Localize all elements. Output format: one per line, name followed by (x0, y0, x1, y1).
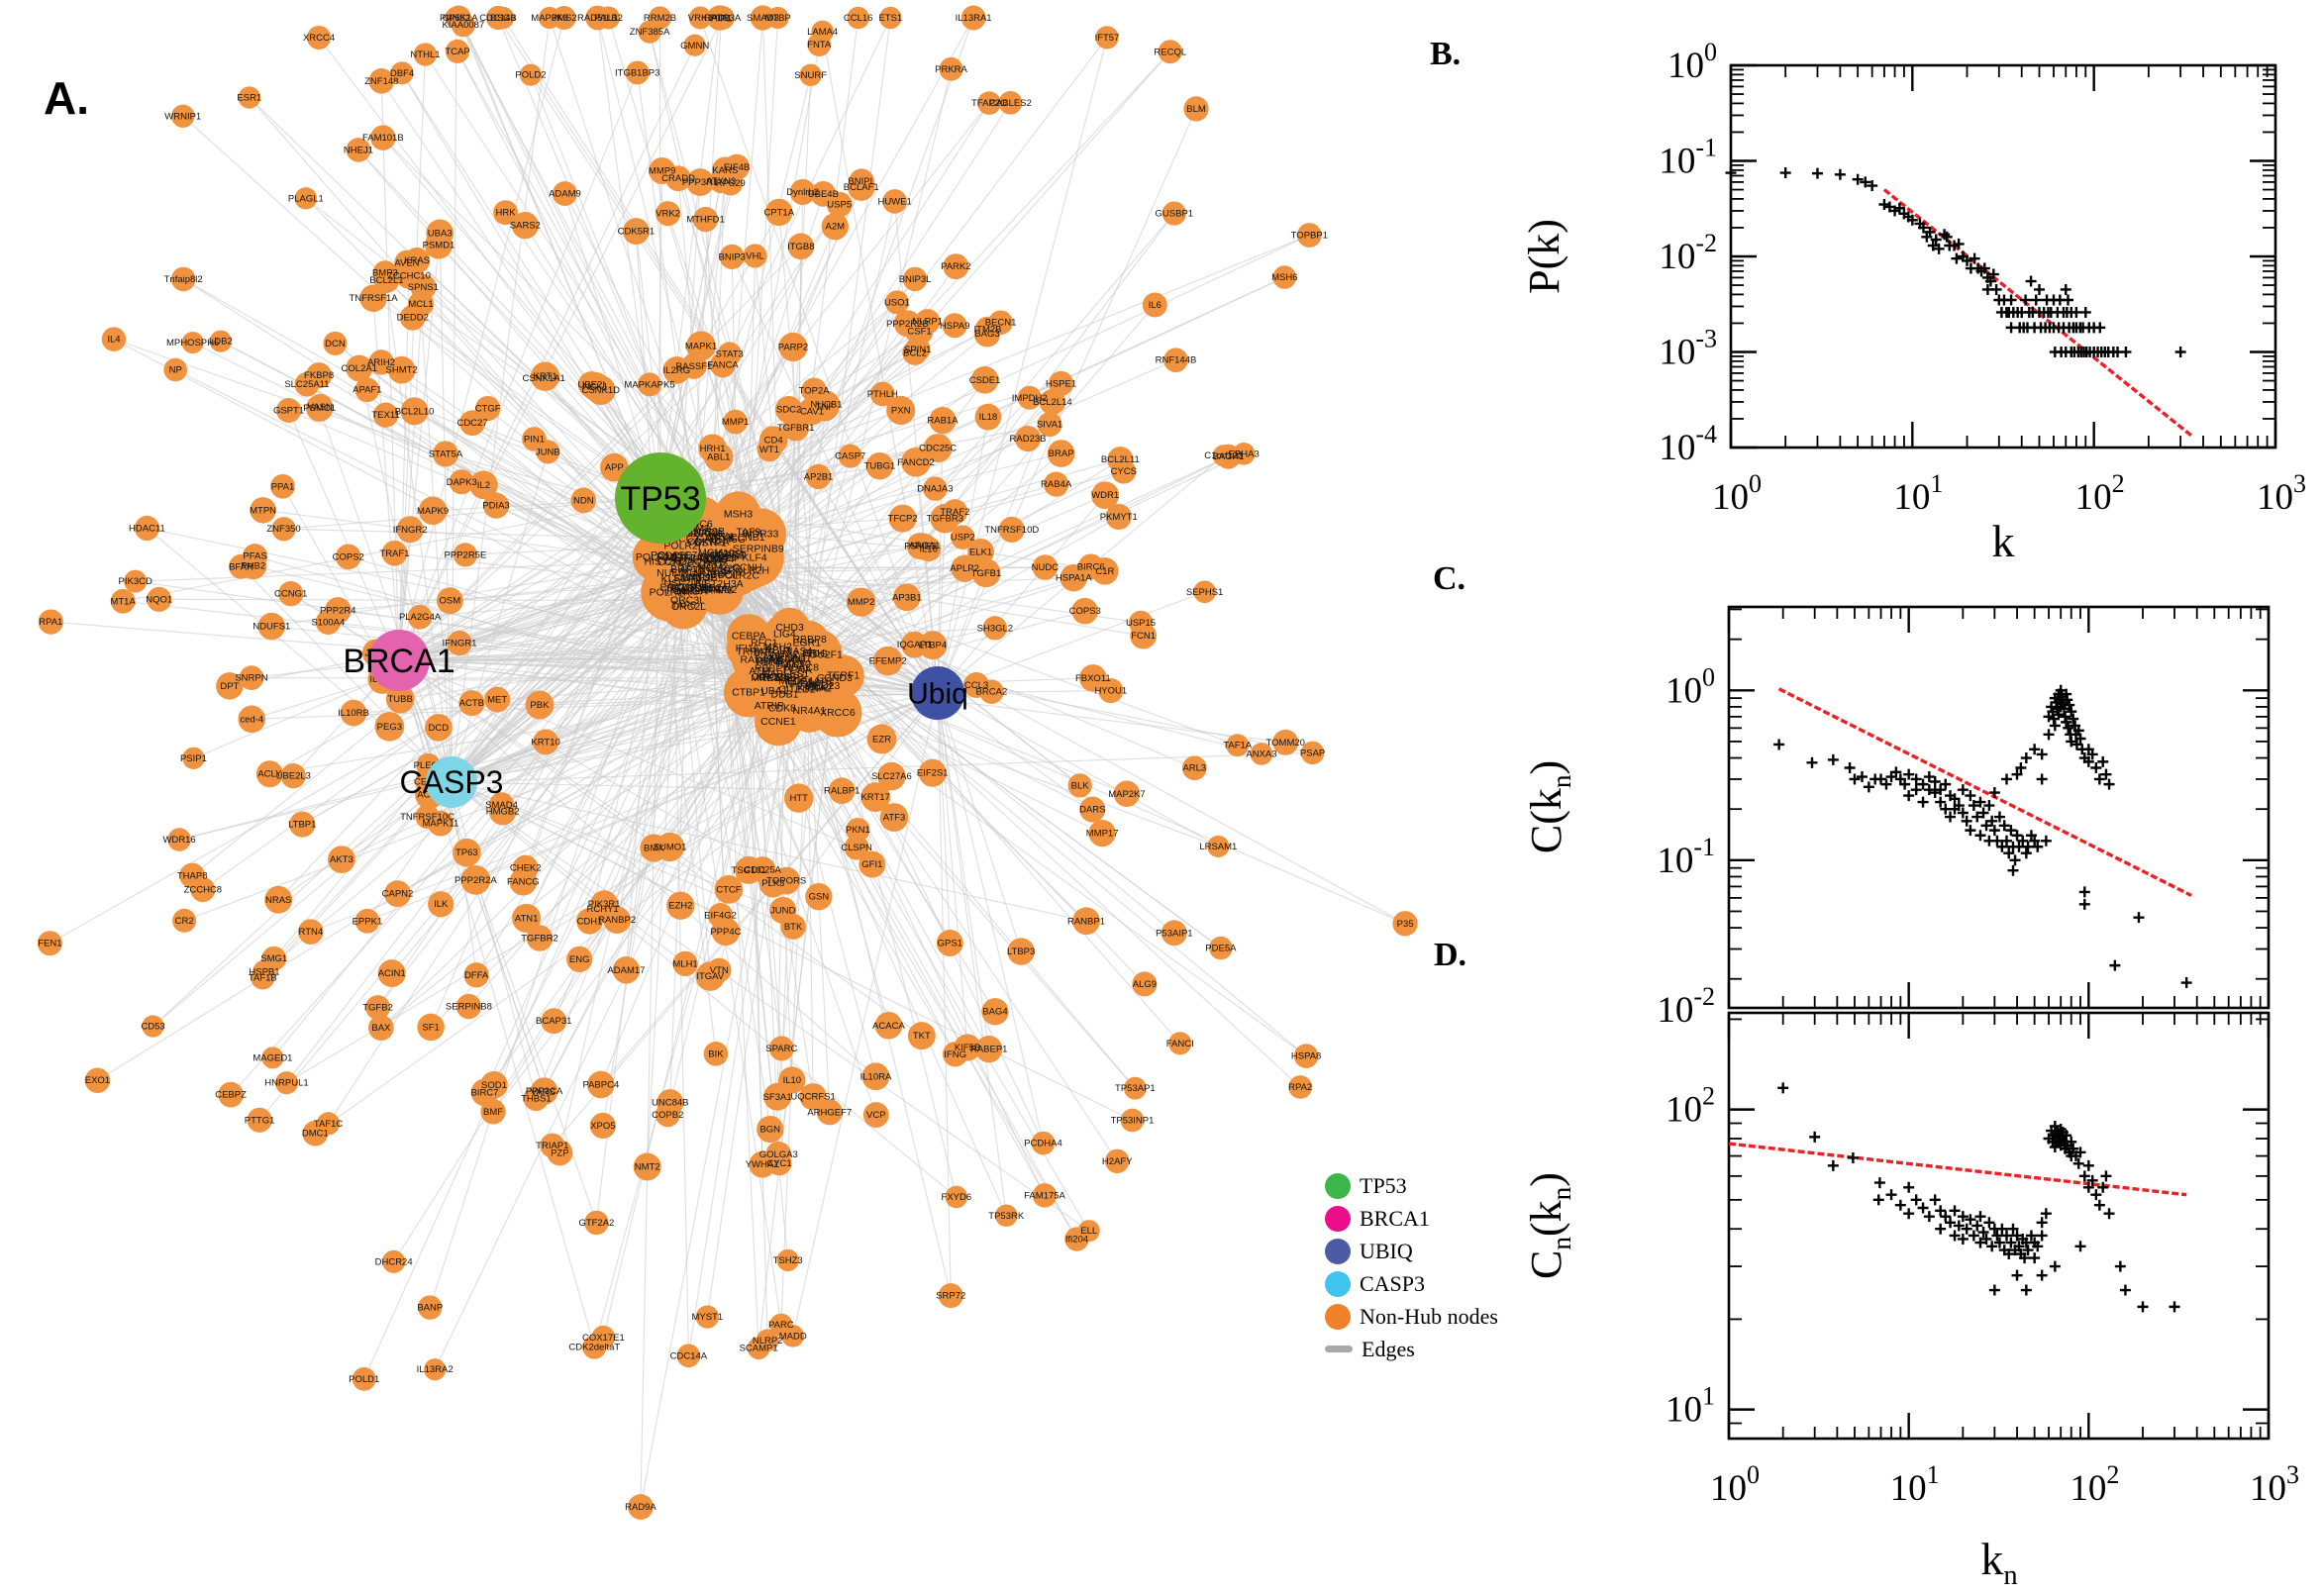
svg-text:101: 101 (1890, 1460, 1940, 1509)
svg-text:102: 102 (2075, 469, 2125, 518)
svg-text:100: 100 (1667, 38, 1717, 86)
panel-c-label: C. (1433, 560, 1466, 597)
svg-text:101: 101 (1666, 1382, 1715, 1431)
legend-item-nonhub: Non-Hub nodes (1325, 1300, 1498, 1333)
svg-text:100: 100 (1710, 1460, 1760, 1509)
legend-label: UBIQ (1360, 1238, 1413, 1263)
tick-labels: 100 10-1 10-2 (1657, 662, 1715, 1031)
network-node-labels: PRIM1KLF6NUFIP1POLR2DPOLR2GPOLR2FPOLR2CP… (38, 13, 1413, 1513)
hub-ubiq: Ubiq (907, 666, 968, 720)
brca1-dot-icon (1325, 1205, 1351, 1232)
fit-line (1728, 1142, 2187, 1197)
legend-label: BRCA1 (1360, 1205, 1430, 1231)
legend-item-brca1: BRCA1 (1325, 1202, 1498, 1235)
axis-ticks (1727, 1013, 2271, 1440)
legend-item-edges: Edges (1325, 1333, 1498, 1365)
panel-c-plot: 100 10-1 10-2 C(kn) (1522, 605, 2271, 1031)
ubiq-dot-icon (1325, 1238, 1351, 1264)
y-axis-title: Cn(kn) (1522, 1172, 1576, 1279)
data-points (1773, 684, 2192, 989)
hub-brca1: BRCA1 (343, 630, 455, 691)
svg-text:10-4: 10-4 (1659, 420, 1717, 468)
legend-item-tp53: TP53 (1325, 1169, 1498, 1202)
fit-line (1882, 188, 2194, 439)
tick-labels: 100 101 102 103 100 10-1 10-2 10-3 10-4 (1659, 38, 2306, 518)
x-axis-title: kn (1980, 1534, 2017, 1591)
network-legend: TP53 BRCA1 UBIQ CASP3 Non-Hub nodes Edge… (1325, 1169, 1498, 1365)
svg-text:102: 102 (1666, 1082, 1715, 1131)
panel-d-label: D. (1434, 937, 1467, 973)
svg-text:10-1: 10-1 (1657, 833, 1715, 881)
tp53-dot-icon (1325, 1172, 1351, 1199)
axis-ticks (1727, 607, 2271, 1008)
edge-line-icon (1325, 1346, 1353, 1352)
data-points (1777, 1082, 2180, 1313)
legend-label: TP53 (1360, 1172, 1407, 1198)
svg-text:103: 103 (2250, 1460, 2299, 1509)
svg-text:100: 100 (1712, 469, 1762, 518)
y-axis-title: C(kn) (1522, 760, 1576, 853)
hub-casp3: CASP3 (400, 756, 503, 808)
casp3-dot-icon (1325, 1270, 1351, 1297)
network-hub-nodes: TP53 BRCA1 Ubiq CASP3 (343, 452, 968, 808)
panel-b-label: B. (1430, 36, 1462, 72)
svg-text:102: 102 (2070, 1460, 2119, 1509)
panel-a-label: A. (44, 72, 89, 124)
nonhub-dot-icon (1325, 1303, 1351, 1330)
legend-item-ubiq: UBIQ (1325, 1235, 1498, 1267)
svg-text:10-2: 10-2 (1657, 982, 1715, 1031)
svg-text:10-3: 10-3 (1659, 325, 1717, 373)
y-axis-title: P(k) (1520, 219, 1568, 294)
panel-d-plot: 100 101 102 103 102 101 kn Cn(kn) (1522, 1011, 2299, 1591)
legend-label: Edges (1362, 1336, 1415, 1361)
legend-label: CASP3 (1360, 1270, 1426, 1296)
svg-text:10-1: 10-1 (1659, 134, 1717, 182)
axis-ticks (1729, 63, 2277, 449)
svg-text:10-2: 10-2 (1659, 229, 1717, 277)
svg-text:101: 101 (1893, 469, 1943, 518)
svg-text:103: 103 (2257, 469, 2306, 518)
legend-label: Non-Hub nodes (1360, 1303, 1498, 1329)
hub-tp53: TP53 (615, 452, 706, 544)
tick-labels: 100 101 102 103 102 101 (1666, 1082, 2299, 1509)
data-points (1725, 167, 2186, 357)
svg-text:100: 100 (1666, 662, 1715, 711)
protein-network-panel: PRIM1KLF6NUFIP1POLR2DPOLR2GPOLR2FPOLR2CP… (37, 5, 1418, 1520)
panel-b-plot: 100 101 102 103 100 10-1 10-2 10-3 10-4 k P(k) (1520, 38, 2306, 566)
legend-item-casp3: CASP3 (1325, 1267, 1498, 1300)
x-axis-title: k (1992, 516, 2015, 566)
fit-line (1777, 687, 2192, 897)
